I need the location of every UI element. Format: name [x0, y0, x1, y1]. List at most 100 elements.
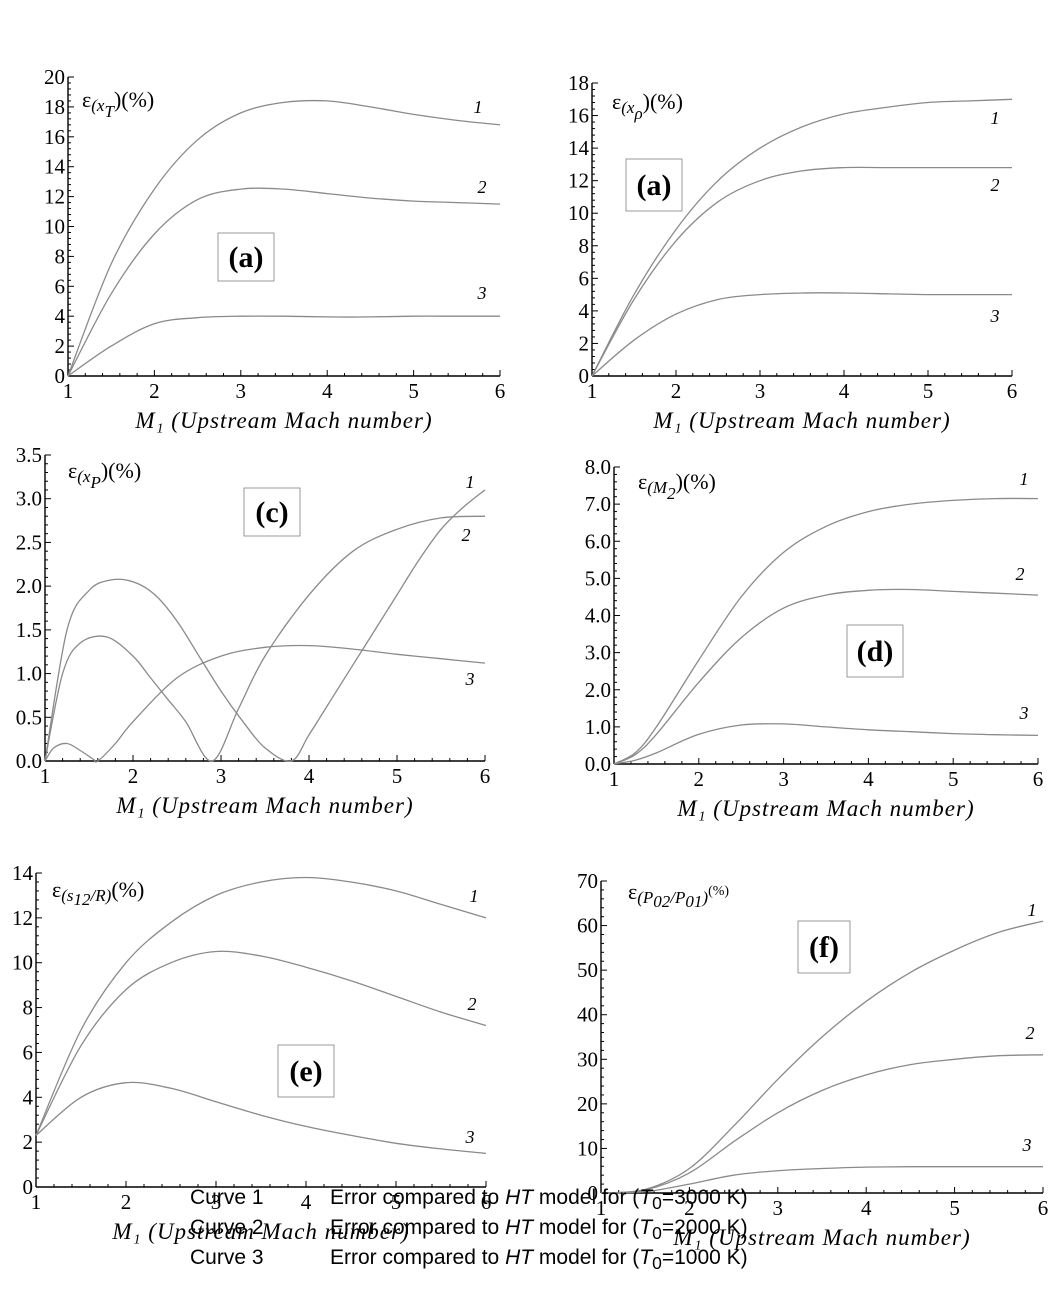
y-tick-label: 12: [568, 169, 589, 193]
panel-tag-d: (d): [857, 635, 894, 668]
series-label-curve-1: 1: [470, 886, 479, 906]
y-tick-label: 0.0: [16, 749, 42, 773]
y-tick-label: 6: [55, 274, 66, 298]
x-tick-label: 2: [671, 379, 682, 403]
x-tick-label: 3: [216, 764, 227, 788]
y-tick-label: 2: [23, 1130, 34, 1154]
y-tick-label: 1.0: [16, 662, 42, 686]
y-tick-label: 16: [568, 104, 589, 128]
series-label-curve-3: 3: [465, 1127, 475, 1147]
y-tick-label: 3.0: [585, 641, 611, 665]
series-label-curve-2: 2: [478, 177, 487, 197]
x-axis-label: M₁ (Upstream Mach number): [115, 793, 413, 818]
y-tick-label: 6: [23, 1040, 34, 1064]
x-tick-label: 4: [304, 764, 315, 788]
y-tick-label: 12: [44, 185, 65, 209]
series-label-curve-1: 1: [1028, 900, 1037, 920]
x-tick-label: 6: [1038, 1196, 1049, 1220]
x-axis-label: M₁ (Upstream Mach number): [111, 1219, 409, 1244]
series-label-curve-3: 3: [477, 283, 487, 303]
y-tick-label: 12: [12, 906, 33, 930]
x-tick-label: 3: [778, 767, 789, 791]
y-tick-label: 70: [577, 869, 598, 893]
x-axis-label: M₁ (Upstream Mach number): [672, 1225, 970, 1250]
x-tick-label: 2: [121, 1190, 132, 1214]
legend-curve-label: Curve 1: [190, 1186, 264, 1209]
panel-tag-box-d: [846, 624, 904, 678]
y-tick-label: 8: [55, 244, 66, 268]
y-tick-label: 0.5: [16, 705, 42, 729]
y-tick-label: 6.0: [585, 529, 611, 553]
y-tick-label: 2.0: [16, 574, 42, 598]
series-line-curve-1: [44, 489, 486, 762]
y-tick-label: 14: [568, 136, 590, 160]
panel-tag-a: (a): [229, 241, 264, 274]
series-line-curve-3: [44, 644, 486, 763]
y-tick-label: 10: [44, 215, 65, 239]
panel-tag-e: (e): [289, 1055, 322, 1088]
legend-row-curve-2: Curve 2 Error compared to HT model for (…: [190, 1213, 950, 1243]
y-tick-label: 7.0: [585, 492, 611, 516]
curve-legend: Curve 1 Error compared to HT model for (…: [190, 1183, 950, 1273]
x-tick-label: 2: [684, 1196, 695, 1220]
series-label-curve-3: 3: [990, 306, 1000, 326]
legend-description: Error compared to HT model for (T0=1000 …: [330, 1246, 748, 1274]
ylabel-e: ε(s12/R)(%): [52, 877, 144, 909]
y-tick-label: 8: [23, 996, 34, 1020]
y-tick-label: 18: [44, 95, 65, 119]
x-tick-label: 3: [211, 1190, 222, 1214]
x-tick-label: 4: [301, 1190, 312, 1214]
x-tick-label: 4: [863, 767, 874, 791]
legend-curve-label: Curve 3: [190, 1246, 264, 1269]
x-tick-label: 6: [481, 1190, 492, 1214]
x-tick-label: 4: [861, 1196, 872, 1220]
series-line-curve-2: [613, 588, 1039, 765]
series-label-curve-2: 2: [991, 175, 1000, 195]
series-label-curve-3: 3: [465, 669, 475, 689]
y-tick-label: 1.0: [585, 715, 611, 739]
y-tick-label: 0: [588, 1181, 599, 1205]
series-line-curve-3: [35, 1081, 487, 1155]
series-label-curve-1: 1: [474, 97, 483, 117]
y-tick-label: 4.0: [585, 604, 611, 628]
x-tick-label: 6: [480, 764, 491, 788]
y-tick-label: 2: [55, 334, 66, 358]
series-line-curve-3: [600, 1166, 1043, 1194]
y-tick-label: 10: [568, 201, 589, 225]
y-tick-label: 8: [579, 234, 590, 258]
y-tick-label: 3.5: [16, 443, 42, 467]
legend-description: Error compared to HT model for (T0=3000 …: [330, 1186, 748, 1214]
x-axis-label: M₁ (Upstream Mach number): [652, 408, 950, 433]
legend-row-curve-3: Curve 3 Error compared to HT model for (…: [190, 1243, 950, 1273]
series-line-curve-2: [44, 515, 486, 762]
x-tick-label: 5: [391, 1190, 402, 1214]
x-tick-label: 1: [63, 379, 74, 403]
y-tick-label: 10: [577, 1136, 598, 1160]
series-label-curve-1: 1: [991, 108, 1000, 128]
ylabel-a: ε(xT)(%): [82, 87, 154, 121]
series-line-curve-3: [613, 723, 1039, 765]
x-tick-label: 3: [773, 1196, 784, 1220]
x-tick-label: 1: [40, 764, 51, 788]
series-label-curve-1: 1: [1020, 469, 1029, 489]
series-line-curve-1: [600, 920, 1044, 1194]
panel-tag-box-f: [797, 920, 851, 974]
x-tick-label: 2: [694, 767, 705, 791]
y-tick-label: 1.5: [16, 618, 42, 642]
x-tick-label: 4: [322, 379, 333, 403]
y-tick-label: 0: [23, 1175, 34, 1199]
panel-tag-box-a: [217, 232, 275, 282]
legend-description: Error compared to HT model for (T0=2000 …: [330, 1216, 748, 1244]
y-tick-label: 20: [577, 1092, 598, 1116]
x-tick-label: 1: [31, 1190, 42, 1214]
series-line-curve-1: [613, 497, 1039, 765]
x-axis-label: M₁ (Upstream Mach number): [134, 408, 432, 433]
series-label-curve-3: 3: [1019, 703, 1029, 723]
series-label-curve-2: 2: [462, 525, 471, 545]
panel-f-stagnation-pressure-error: ε(P02/P01)(%) (f) 0 10 20 30 40 50 60 70 1 2 3 4 5 6 M…: [577, 869, 1048, 1250]
y-tick-label: 10: [12, 951, 33, 975]
series-label-curve-2: 2: [468, 994, 477, 1014]
series-line-curve-2: [600, 1054, 1044, 1194]
